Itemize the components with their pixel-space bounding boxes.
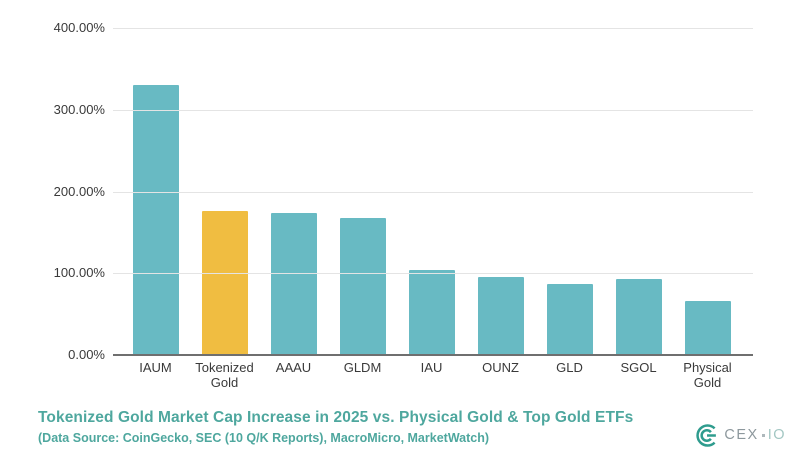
bar-band (121, 28, 190, 355)
logo-text-cex: CEX (724, 427, 759, 443)
bar-band (259, 28, 328, 355)
bar-sgol[interactable] (615, 278, 662, 355)
cexio-logo: CEX IO (694, 421, 786, 449)
bar-band (397, 28, 466, 355)
bar-band (673, 28, 742, 355)
x-axis-label-iau: IAU (420, 360, 443, 375)
x-axis-label-physical-gold: Physical Gold (683, 360, 732, 390)
bar-band (328, 28, 397, 355)
x-axis-label-gldm: GLDM (343, 360, 382, 375)
bar-band (466, 28, 535, 355)
y-axis-tick-label: 100.00% (53, 265, 105, 281)
x-axis-line (113, 354, 753, 356)
logo-text-io: IO (767, 427, 786, 443)
chart-title: Tokenized Gold Market Cap Increase in 20… (38, 409, 634, 426)
bar-ounz[interactable] (477, 277, 524, 355)
chart-data-source: (Data Source: CoinGecko, SEC (10 Q/K Rep… (38, 431, 490, 445)
x-axis-label-iaum: IAUM (139, 360, 172, 375)
bar-physical-gold[interactable] (684, 301, 731, 355)
cexio-mark-icon (694, 423, 719, 448)
bar-band (604, 28, 673, 355)
x-axis-label-ounz: OUNZ (482, 360, 519, 375)
gridline-100 (113, 273, 753, 275)
bar-aaau[interactable] (270, 212, 317, 355)
y-axis-tick-label: 300.00% (53, 101, 105, 117)
y-axis-tick-label: 0.00% (68, 347, 105, 362)
bar-tokenized-gold[interactable] (201, 211, 248, 355)
x-axis-label-aaau: AAAU (275, 360, 312, 375)
bar-iau[interactable] (408, 269, 455, 355)
x-axis-label-tokenized-gold: Tokenized Gold (195, 360, 254, 390)
bar-iaum[interactable] (132, 85, 179, 355)
gridline-400 (113, 28, 753, 29)
bars-row (121, 28, 742, 355)
x-axis-labels: IAUM Tokenized Gold AAAU GLDM IAU OUNZ GLD SGOL… (121, 360, 742, 390)
x-axis-label-gld: GLD (556, 360, 583, 375)
x-axis-label-sgol: SGOL (620, 360, 657, 375)
y-axis-tick-label: 200.00% (53, 183, 105, 199)
bar-gldm[interactable] (339, 218, 386, 355)
plot-area (113, 28, 753, 356)
bar-gld[interactable] (546, 283, 593, 355)
bar-band (535, 28, 604, 355)
y-axis-tick-label: 400.00% (53, 20, 105, 35)
cexio-logo-text: CEX IO (724, 427, 786, 443)
gridline-300 (113, 109, 753, 111)
bar-band (190, 28, 259, 355)
logo-separator-dot (761, 434, 765, 437)
gridline-200 (113, 191, 753, 193)
footer-title-block: Tokenized Gold Market Cap Increase in 20… (38, 408, 698, 446)
